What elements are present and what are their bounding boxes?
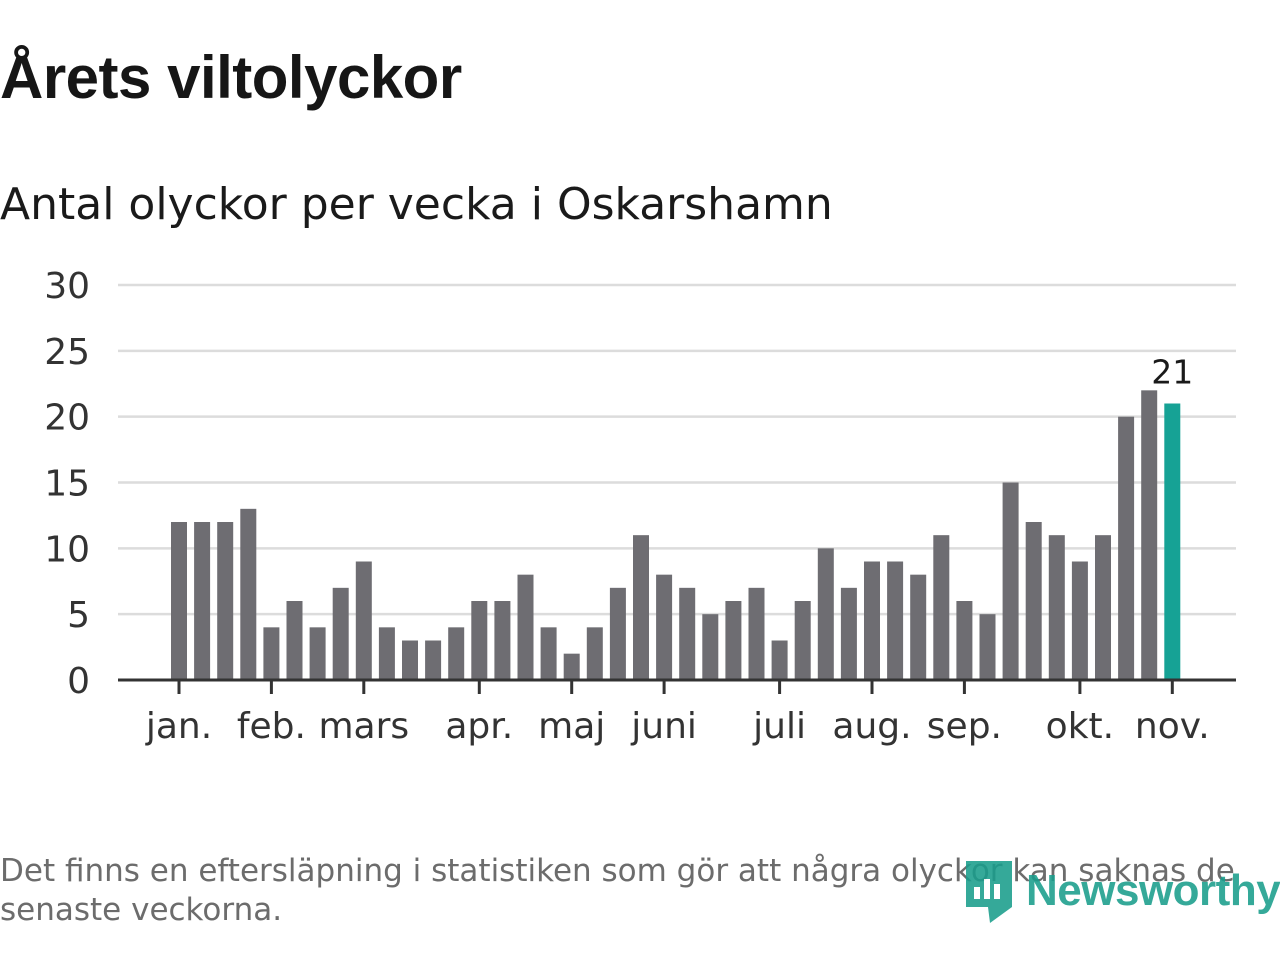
bar: [194, 522, 211, 680]
y-tick-label: 15: [44, 464, 90, 505]
bar: [1002, 482, 1019, 680]
y-tick-label: 5: [67, 595, 90, 636]
bar: [471, 601, 488, 680]
bar: [702, 614, 719, 680]
x-tick-label: feb.: [237, 706, 306, 747]
x-tick-label: maj: [538, 706, 605, 747]
bar: [263, 627, 280, 680]
bar: [748, 587, 765, 680]
bar: [171, 522, 187, 680]
y-tick-label: 25: [44, 332, 90, 373]
x-tick-label: okt.: [1046, 706, 1114, 747]
bar: [309, 627, 326, 680]
newsworthy-logo-text: Newsworthy: [1026, 866, 1280, 915]
bar: [332, 587, 349, 680]
bar: [217, 522, 234, 680]
x-tick-label: mars: [318, 706, 409, 747]
bar: [633, 535, 649, 680]
bar: [1141, 390, 1158, 680]
y-tick-label: 20: [44, 398, 90, 439]
x-tick-label: juli: [752, 706, 806, 747]
chart-subtitle: Antal olyckor per vecka i Oskarshamn: [0, 179, 833, 230]
x-tick-label: nov.: [1135, 706, 1210, 747]
bar: [725, 601, 742, 680]
bar: [794, 601, 811, 680]
bar: [933, 535, 950, 680]
bar: [286, 601, 303, 680]
bar-highlighted: [1164, 403, 1181, 680]
newsworthy-logo-icon: [966, 861, 1012, 923]
newsworthy-logo: Newsworthy: [962, 857, 1280, 925]
x-tick-label: jan.: [145, 706, 212, 747]
bar: [448, 627, 465, 680]
bar: [910, 574, 927, 680]
bar: [609, 587, 626, 680]
bar: [378, 627, 395, 680]
bar: [956, 601, 973, 680]
bar: [771, 640, 788, 680]
bar: [425, 640, 442, 680]
bar: [355, 561, 372, 680]
bar: [679, 587, 696, 680]
bar: [517, 574, 534, 680]
bar: [1071, 561, 1088, 680]
bar: [1118, 416, 1135, 680]
y-tick-label: 10: [44, 529, 90, 570]
x-tick-label: apr.: [445, 706, 513, 747]
bar: [656, 574, 673, 680]
bar: [586, 627, 603, 680]
bar: [840, 587, 857, 680]
bar: [1025, 522, 1042, 680]
bar: [979, 614, 996, 680]
y-tick-label: 0: [67, 661, 90, 702]
bar: [563, 653, 580, 680]
x-tick-label: juni: [630, 706, 697, 747]
bar: [240, 508, 257, 680]
chart-title: Årets viltolyckor: [0, 44, 462, 111]
y-tick-label: 30: [44, 266, 90, 307]
x-tick-label: sep.: [927, 706, 1002, 747]
x-tick-label: aug.: [832, 706, 911, 747]
bar: [864, 561, 880, 680]
bar-chart: 0 5 10 15 20 25 30 21 jan. feb. mars apr. maj juni jul…: [44, 266, 1236, 747]
bar: [1095, 535, 1111, 680]
bar: [1048, 535, 1065, 680]
bar: [887, 561, 904, 680]
highlight-data-label: 21: [1151, 353, 1193, 392]
bar: [402, 640, 418, 680]
bar: [817, 548, 834, 680]
footnote: Det finns en eftersläpning i statistiken…: [0, 853, 1235, 928]
bar: [540, 627, 557, 680]
bar: [494, 601, 511, 680]
